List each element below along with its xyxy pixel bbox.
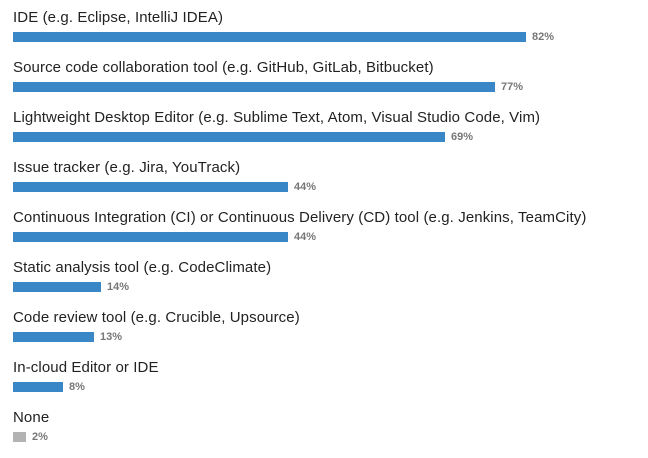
bar-row: IDE (e.g. Eclipse, IntelliJ IDEA) 82% — [0, 8, 648, 58]
bar-row: Continuous Integration (CI) or Continuou… — [0, 208, 648, 258]
value-label: 44% — [294, 231, 317, 243]
bar — [13, 282, 101, 292]
bar — [13, 332, 94, 342]
value-label: 77% — [501, 81, 524, 93]
bar — [13, 82, 495, 92]
bar-row: Lightweight Desktop Editor (e.g. Sublime… — [0, 108, 648, 158]
value-label: 13% — [100, 331, 123, 343]
category-label: IDE (e.g. Eclipse, IntelliJ IDEA) — [13, 9, 224, 26]
bar-row: Source code collaboration tool (e.g. Git… — [0, 58, 648, 108]
category-label: None — [13, 409, 50, 426]
value-label: 14% — [107, 281, 130, 293]
bar-row: None 2% — [0, 408, 648, 458]
category-label: Continuous Integration (CI) or Continuou… — [13, 209, 587, 226]
category-label: Code review tool (e.g. Crucible, Upsourc… — [13, 309, 300, 326]
value-label: 69% — [451, 131, 474, 143]
value-label: 8% — [69, 381, 85, 393]
bar — [13, 182, 288, 192]
bar — [13, 132, 445, 142]
category-label: Static analysis tool (e.g. CodeClimate) — [13, 259, 272, 276]
bar — [13, 232, 288, 242]
bar — [13, 382, 63, 392]
bar — [13, 432, 26, 442]
category-label: Issue tracker (e.g. Jira, YouTrack) — [13, 159, 241, 176]
value-label: 2% — [32, 431, 48, 443]
value-label: 44% — [294, 181, 317, 193]
category-label: Lightweight Desktop Editor (e.g. Sublime… — [13, 109, 541, 126]
bar-row: Code review tool (e.g. Crucible, Upsourc… — [0, 308, 648, 358]
value-label: 82% — [532, 31, 555, 43]
category-label: In-cloud Editor or IDE — [13, 359, 159, 376]
bar-row: Issue tracker (e.g. Jira, YouTrack) 44% — [0, 158, 648, 208]
bar — [13, 32, 526, 42]
bar-row: In-cloud Editor or IDE 8% — [0, 358, 648, 408]
bar-row: Static analysis tool (e.g. CodeClimate) 1… — [0, 258, 648, 308]
category-label: Source code collaboration tool (e.g. Git… — [13, 59, 434, 76]
